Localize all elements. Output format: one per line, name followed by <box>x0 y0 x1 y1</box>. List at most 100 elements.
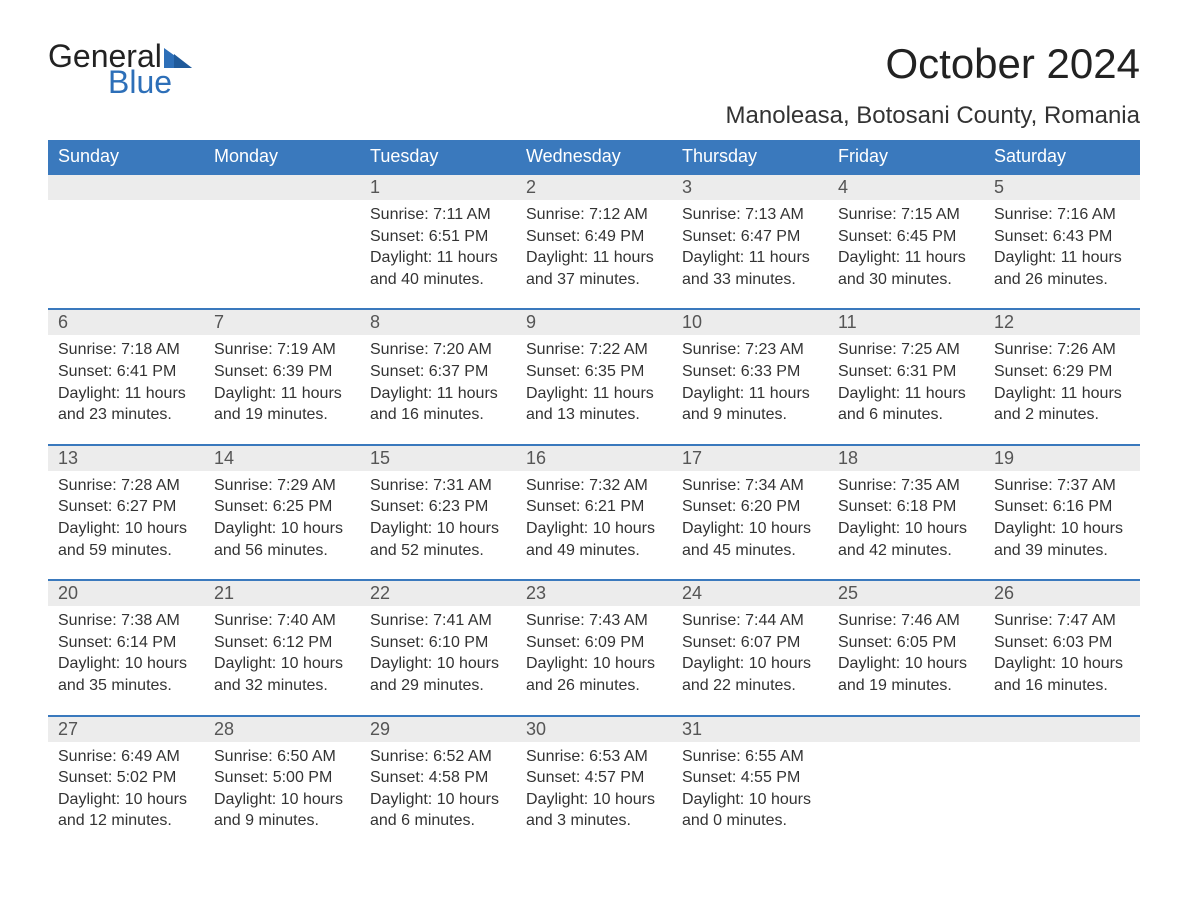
day-content-cell: Sunrise: 7:29 AMSunset: 6:25 PMDaylight:… <box>204 471 360 580</box>
day-number-cell: 30 <box>516 716 672 742</box>
daylight-text: and 52 minutes. <box>370 540 506 562</box>
sunrise-text: Sunrise: 7:19 AM <box>214 339 350 361</box>
sunset-text: Sunset: 6:47 PM <box>682 226 818 248</box>
daylight-text: Daylight: 10 hours <box>526 518 662 540</box>
daylight-text: Daylight: 10 hours <box>838 518 974 540</box>
daylight-text: Daylight: 11 hours <box>994 383 1130 405</box>
day-content-cell: Sunrise: 7:20 AMSunset: 6:37 PMDaylight:… <box>360 335 516 444</box>
daylight-text: Daylight: 10 hours <box>370 518 506 540</box>
sunrise-text: Sunrise: 7:28 AM <box>58 475 194 497</box>
daylight-text: Daylight: 11 hours <box>370 247 506 269</box>
sunrise-text: Sunrise: 7:20 AM <box>370 339 506 361</box>
day-content-cell <box>204 200 360 309</box>
sunrise-text: Sunrise: 7:15 AM <box>838 204 974 226</box>
day-content-cell: Sunrise: 7:44 AMSunset: 6:07 PMDaylight:… <box>672 606 828 715</box>
day-content-cell: Sunrise: 7:47 AMSunset: 6:03 PMDaylight:… <box>984 606 1140 715</box>
day-content-cell: Sunrise: 7:12 AMSunset: 6:49 PMDaylight:… <box>516 200 672 309</box>
day-content-cell: Sunrise: 6:52 AMSunset: 4:58 PMDaylight:… <box>360 742 516 850</box>
sunrise-text: Sunrise: 7:43 AM <box>526 610 662 632</box>
daylight-text: Daylight: 10 hours <box>526 789 662 811</box>
weekday-header: Tuesday <box>360 140 516 174</box>
day-number-cell: 20 <box>48 580 204 606</box>
day-content-cell: Sunrise: 7:31 AMSunset: 6:23 PMDaylight:… <box>360 471 516 580</box>
day-number-cell: 7 <box>204 309 360 335</box>
day-number-cell <box>984 716 1140 742</box>
daylight-text: and 26 minutes. <box>526 675 662 697</box>
sunset-text: Sunset: 6:33 PM <box>682 361 818 383</box>
sunset-text: Sunset: 6:37 PM <box>370 361 506 383</box>
sunset-text: Sunset: 6:14 PM <box>58 632 194 654</box>
sunset-text: Sunset: 6:10 PM <box>370 632 506 654</box>
sunset-text: Sunset: 6:51 PM <box>370 226 506 248</box>
daylight-text: and 19 minutes. <box>838 675 974 697</box>
daylight-text: Daylight: 10 hours <box>58 518 194 540</box>
daylight-text: and 23 minutes. <box>58 404 194 426</box>
day-number-cell: 18 <box>828 445 984 471</box>
day-content-cell: Sunrise: 7:13 AMSunset: 6:47 PMDaylight:… <box>672 200 828 309</box>
daynum-row: 20212223242526 <box>48 580 1140 606</box>
day-content-cell: Sunrise: 7:23 AMSunset: 6:33 PMDaylight:… <box>672 335 828 444</box>
daylight-text: Daylight: 10 hours <box>994 653 1130 675</box>
day-number-cell <box>828 716 984 742</box>
content-row: Sunrise: 7:11 AMSunset: 6:51 PMDaylight:… <box>48 200 1140 309</box>
day-content-cell: Sunrise: 7:34 AMSunset: 6:20 PMDaylight:… <box>672 471 828 580</box>
daylight-text: Daylight: 11 hours <box>214 383 350 405</box>
daylight-text: Daylight: 11 hours <box>838 383 974 405</box>
daylight-text: Daylight: 10 hours <box>370 653 506 675</box>
daylight-text: and 3 minutes. <box>526 810 662 832</box>
day-number-cell: 13 <box>48 445 204 471</box>
day-number-cell: 2 <box>516 174 672 200</box>
daylight-text: Daylight: 10 hours <box>682 518 818 540</box>
sunset-text: Sunset: 6:23 PM <box>370 496 506 518</box>
daylight-text: and 16 minutes. <box>370 404 506 426</box>
sunrise-text: Sunrise: 7:41 AM <box>370 610 506 632</box>
daylight-text: Daylight: 10 hours <box>370 789 506 811</box>
daynum-row: 6789101112 <box>48 309 1140 335</box>
daylight-text: and 9 minutes. <box>214 810 350 832</box>
daylight-text: and 45 minutes. <box>682 540 818 562</box>
sunrise-text: Sunrise: 7:34 AM <box>682 475 818 497</box>
daylight-text: and 29 minutes. <box>370 675 506 697</box>
sunset-text: Sunset: 6:29 PM <box>994 361 1130 383</box>
sunrise-text: Sunrise: 7:38 AM <box>58 610 194 632</box>
sunrise-text: Sunrise: 7:32 AM <box>526 475 662 497</box>
sunrise-text: Sunrise: 7:31 AM <box>370 475 506 497</box>
sunset-text: Sunset: 6:07 PM <box>682 632 818 654</box>
daylight-text: and 49 minutes. <box>526 540 662 562</box>
day-content-cell: Sunrise: 6:49 AMSunset: 5:02 PMDaylight:… <box>48 742 204 850</box>
day-number-cell: 26 <box>984 580 1140 606</box>
daylight-text: and 26 minutes. <box>994 269 1130 291</box>
day-content-cell: Sunrise: 7:19 AMSunset: 6:39 PMDaylight:… <box>204 335 360 444</box>
day-content-cell: Sunrise: 7:28 AMSunset: 6:27 PMDaylight:… <box>48 471 204 580</box>
day-number-cell: 24 <box>672 580 828 606</box>
daylight-text: Daylight: 11 hours <box>58 383 194 405</box>
day-number-cell: 6 <box>48 309 204 335</box>
day-content-cell: Sunrise: 7:40 AMSunset: 6:12 PMDaylight:… <box>204 606 360 715</box>
day-number-cell: 16 <box>516 445 672 471</box>
sunset-text: Sunset: 6:35 PM <box>526 361 662 383</box>
logo-word2: Blue <box>108 66 192 98</box>
day-content-cell: Sunrise: 7:16 AMSunset: 6:43 PMDaylight:… <box>984 200 1140 309</box>
content-row: Sunrise: 7:38 AMSunset: 6:14 PM Daylight:… <box>48 606 1140 715</box>
day-number-cell: 31 <box>672 716 828 742</box>
daylight-text: Daylight: 10 hours <box>994 518 1130 540</box>
day-number-cell: 22 <box>360 580 516 606</box>
day-content-cell: Sunrise: 6:55 AMSunset: 4:55 PMDaylight:… <box>672 742 828 850</box>
sunset-text: Sunset: 4:55 PM <box>682 767 818 789</box>
daylight-text: and 56 minutes. <box>214 540 350 562</box>
sunset-text: Sunset: 4:57 PM <box>526 767 662 789</box>
daylight-text: Daylight: 11 hours <box>526 247 662 269</box>
daylight-text: and 22 minutes. <box>682 675 818 697</box>
sunset-text: Sunset: 6:05 PM <box>838 632 974 654</box>
weekday-header: Monday <box>204 140 360 174</box>
day-number-cell: 28 <box>204 716 360 742</box>
day-content-cell <box>48 200 204 309</box>
sunrise-text: Sunrise: 6:52 AM <box>370 746 506 768</box>
day-content-cell: Sunrise: 7:18 AMSunset: 6:41 PMDaylight:… <box>48 335 204 444</box>
content-row: Sunrise: 7:28 AMSunset: 6:27 PMDaylight:… <box>48 471 1140 580</box>
sunset-text: Sunset: 6:45 PM <box>838 226 974 248</box>
daylight-text: and 9 minutes. <box>682 404 818 426</box>
sunrise-text: Sunrise: 7:44 AM <box>682 610 818 632</box>
daylight-text: and 16 minutes. <box>994 675 1130 697</box>
weekday-header-row: SundayMondayTuesdayWednesdayThursdayFrid… <box>48 140 1140 174</box>
